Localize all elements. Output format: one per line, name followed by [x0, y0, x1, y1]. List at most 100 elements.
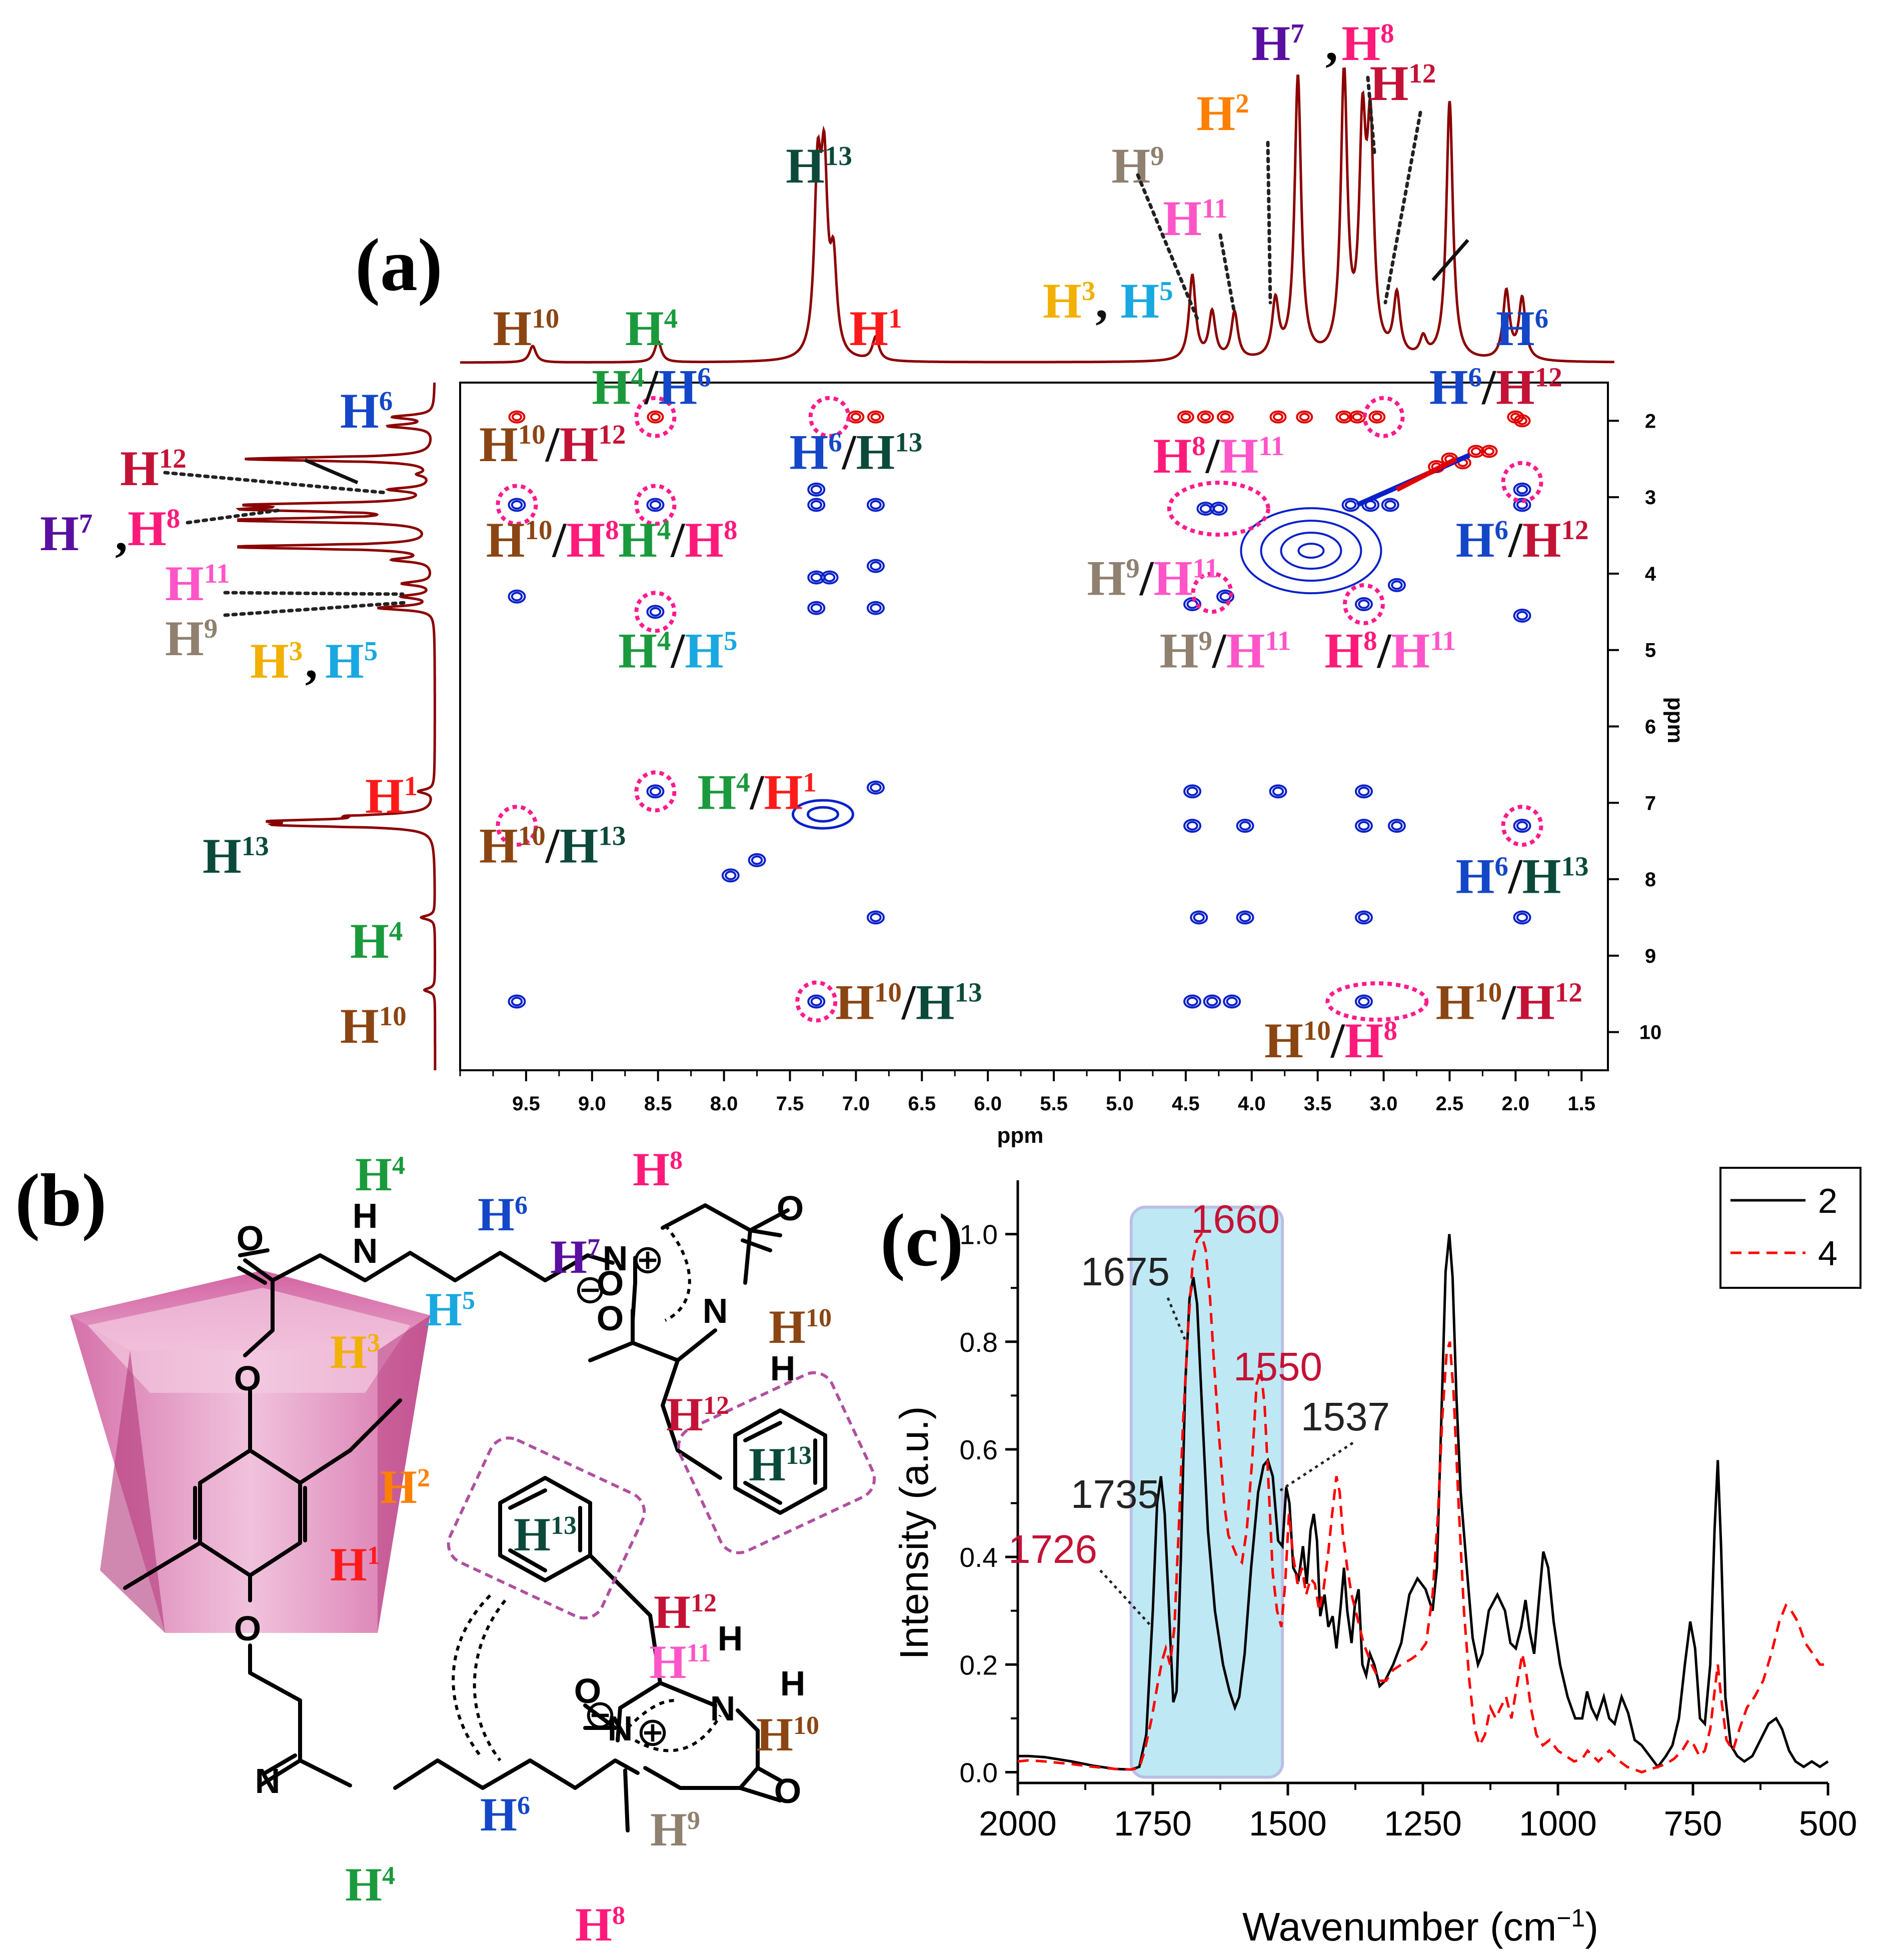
- proton-label-letter: H: [849, 301, 888, 356]
- x-tick-label: 9.5: [512, 1093, 540, 1115]
- annotation-number: 10: [518, 820, 546, 851]
- annotation-slash: /: [1501, 975, 1516, 1030]
- annotation-number: 10: [1303, 1015, 1331, 1046]
- left-1h-spectrum: [235, 383, 437, 1070]
- x-tick-label: 1.5: [1567, 1093, 1595, 1115]
- proton-label-letter: H: [1370, 56, 1409, 111]
- annotation-number: 13: [895, 427, 922, 458]
- proton-label-number: 1: [404, 771, 418, 801]
- atom-label: O: [597, 1264, 624, 1303]
- proton-label-number: 12: [703, 1391, 729, 1420]
- noesy-y-axis-title: ppm: [1663, 697, 1687, 744]
- annotation-letter: H: [592, 360, 631, 415]
- atom-label: N: [703, 1291, 728, 1330]
- cross-peak-annotation: H6​/H12​: [1429, 360, 1562, 415]
- annotation-slash: /: [1139, 551, 1154, 606]
- annotation-letter: H: [486, 512, 525, 568]
- top-peak-label: H6​: [1496, 301, 1548, 356]
- annotation-number: 6: [828, 427, 842, 458]
- atom-label: H: [770, 1349, 796, 1388]
- cross-peak-negative: [1352, 413, 1363, 422]
- proton-label-number: 8: [1380, 18, 1394, 49]
- atom-label: O: [234, 1609, 261, 1648]
- cross-peak: [810, 603, 822, 613]
- left-peak-label: H9​: [165, 611, 218, 666]
- cross-peak: [870, 912, 882, 922]
- noesy-y-axis: 2 3 4 5 6 7 8 9 10: [1608, 410, 1662, 1044]
- x-tick-label: 7.0: [842, 1093, 870, 1115]
- cross-peak: [1516, 821, 1528, 831]
- annotation-letter: H: [1160, 623, 1199, 679]
- annotation-letter: H: [658, 360, 697, 415]
- cross-peak-negative: [647, 410, 664, 424]
- top-peak-label: H13​: [786, 138, 852, 194]
- proton-label-number: 7: [79, 508, 93, 539]
- cross-peak: [866, 910, 885, 925]
- annotation-letter: H: [1087, 551, 1126, 606]
- cross-peak-negative: [1177, 410, 1194, 424]
- cross-peak-negative: [1220, 413, 1231, 422]
- proton-label-number: 4: [392, 1151, 405, 1180]
- annotation-slash: /: [1205, 428, 1220, 484]
- proton-label-letter: H: [550, 1230, 587, 1283]
- y-tick-label: 10: [1639, 1022, 1662, 1044]
- annotation-slash: /: [670, 623, 685, 679]
- cross-peak: [1183, 819, 1202, 833]
- proton-label-number: 7: [1290, 18, 1304, 49]
- proton-label-letter: H: [120, 441, 159, 496]
- left-peak-label: H10​: [340, 998, 407, 1054]
- annotation-number: 4: [631, 362, 645, 393]
- cross-peak: [1513, 608, 1531, 623]
- ir-y-tick-label: 0.0: [960, 1757, 998, 1788]
- ir-y-tick-label: 1.0: [960, 1219, 998, 1250]
- proton-label-number: 4: [664, 303, 678, 334]
- cross-peak: [1183, 994, 1202, 1009]
- cross-peak-annotation: H10​/H13​: [835, 975, 982, 1030]
- cross-peak: [1239, 912, 1251, 922]
- annotation-letter: H: [479, 818, 518, 873]
- proton-label-letter: H: [1111, 138, 1150, 194]
- cross-peak-negative: [508, 410, 526, 424]
- annotation-number: 11: [1430, 626, 1456, 656]
- proton-label-letter: H: [380, 1460, 417, 1513]
- legend-label-2: 2: [1818, 1181, 1837, 1220]
- cross-peak-annotation: H10​/H8​: [1264, 1013, 1397, 1068]
- ir-y-tick-label: 0.2: [960, 1649, 998, 1680]
- proton-label-letter: H: [325, 633, 364, 689]
- annotation-number: 8: [1192, 431, 1206, 461]
- atom-label: H: [718, 1619, 743, 1658]
- proton-label-number: 11: [204, 558, 230, 589]
- marker-circle: [1362, 396, 1405, 438]
- annotation-slash: /: [545, 417, 560, 472]
- annotation-letter: H: [1226, 623, 1265, 679]
- annotation-number: 6: [1468, 362, 1482, 393]
- x-tick-label: 7.5: [776, 1093, 804, 1115]
- cross-peak-annotation: H6​/H12​: [1456, 512, 1589, 568]
- annotation-number: 8: [605, 515, 619, 545]
- annotation-number: 8: [1383, 1015, 1397, 1046]
- annotation-number: 4: [657, 515, 671, 545]
- cross-peak-annotation: H4​/H8​: [618, 512, 737, 568]
- proton-label-letter: H: [350, 913, 389, 969]
- cross-peak-annotation: H4​/H1​: [697, 764, 816, 820]
- x-tick-label: 8.5: [644, 1093, 672, 1115]
- top-peak-label: H11​: [1163, 191, 1228, 246]
- proton-label-letter: H: [1196, 86, 1235, 141]
- proton-label-letter: H: [575, 1898, 612, 1951]
- proton-label-letter: H: [203, 828, 242, 884]
- ir-peak-leader: [1099, 1569, 1154, 1629]
- proton-label-letter: H: [625, 301, 664, 356]
- structure-proton-label: H10​: [769, 1300, 832, 1353]
- cross-peak-negative: [870, 413, 881, 422]
- cross-peak: [1206, 997, 1218, 1006]
- proton-label-number: 12: [691, 1589, 717, 1617]
- proton-label-letter: H: [345, 1858, 382, 1911]
- annotation-number: 11: [1192, 553, 1218, 584]
- proton-label-number: 10: [793, 1711, 819, 1740]
- proton-label-number: 1: [888, 303, 902, 334]
- panel-c: (c) 2000 1750 1500 1250 1000 750 500 0.0 0.2 0.4 0…: [880, 1167, 1861, 1949]
- proton-label-letter: H: [493, 301, 532, 356]
- cross-peak-annotation: H10​/H13​: [479, 818, 626, 873]
- cross-peak: [1236, 910, 1254, 925]
